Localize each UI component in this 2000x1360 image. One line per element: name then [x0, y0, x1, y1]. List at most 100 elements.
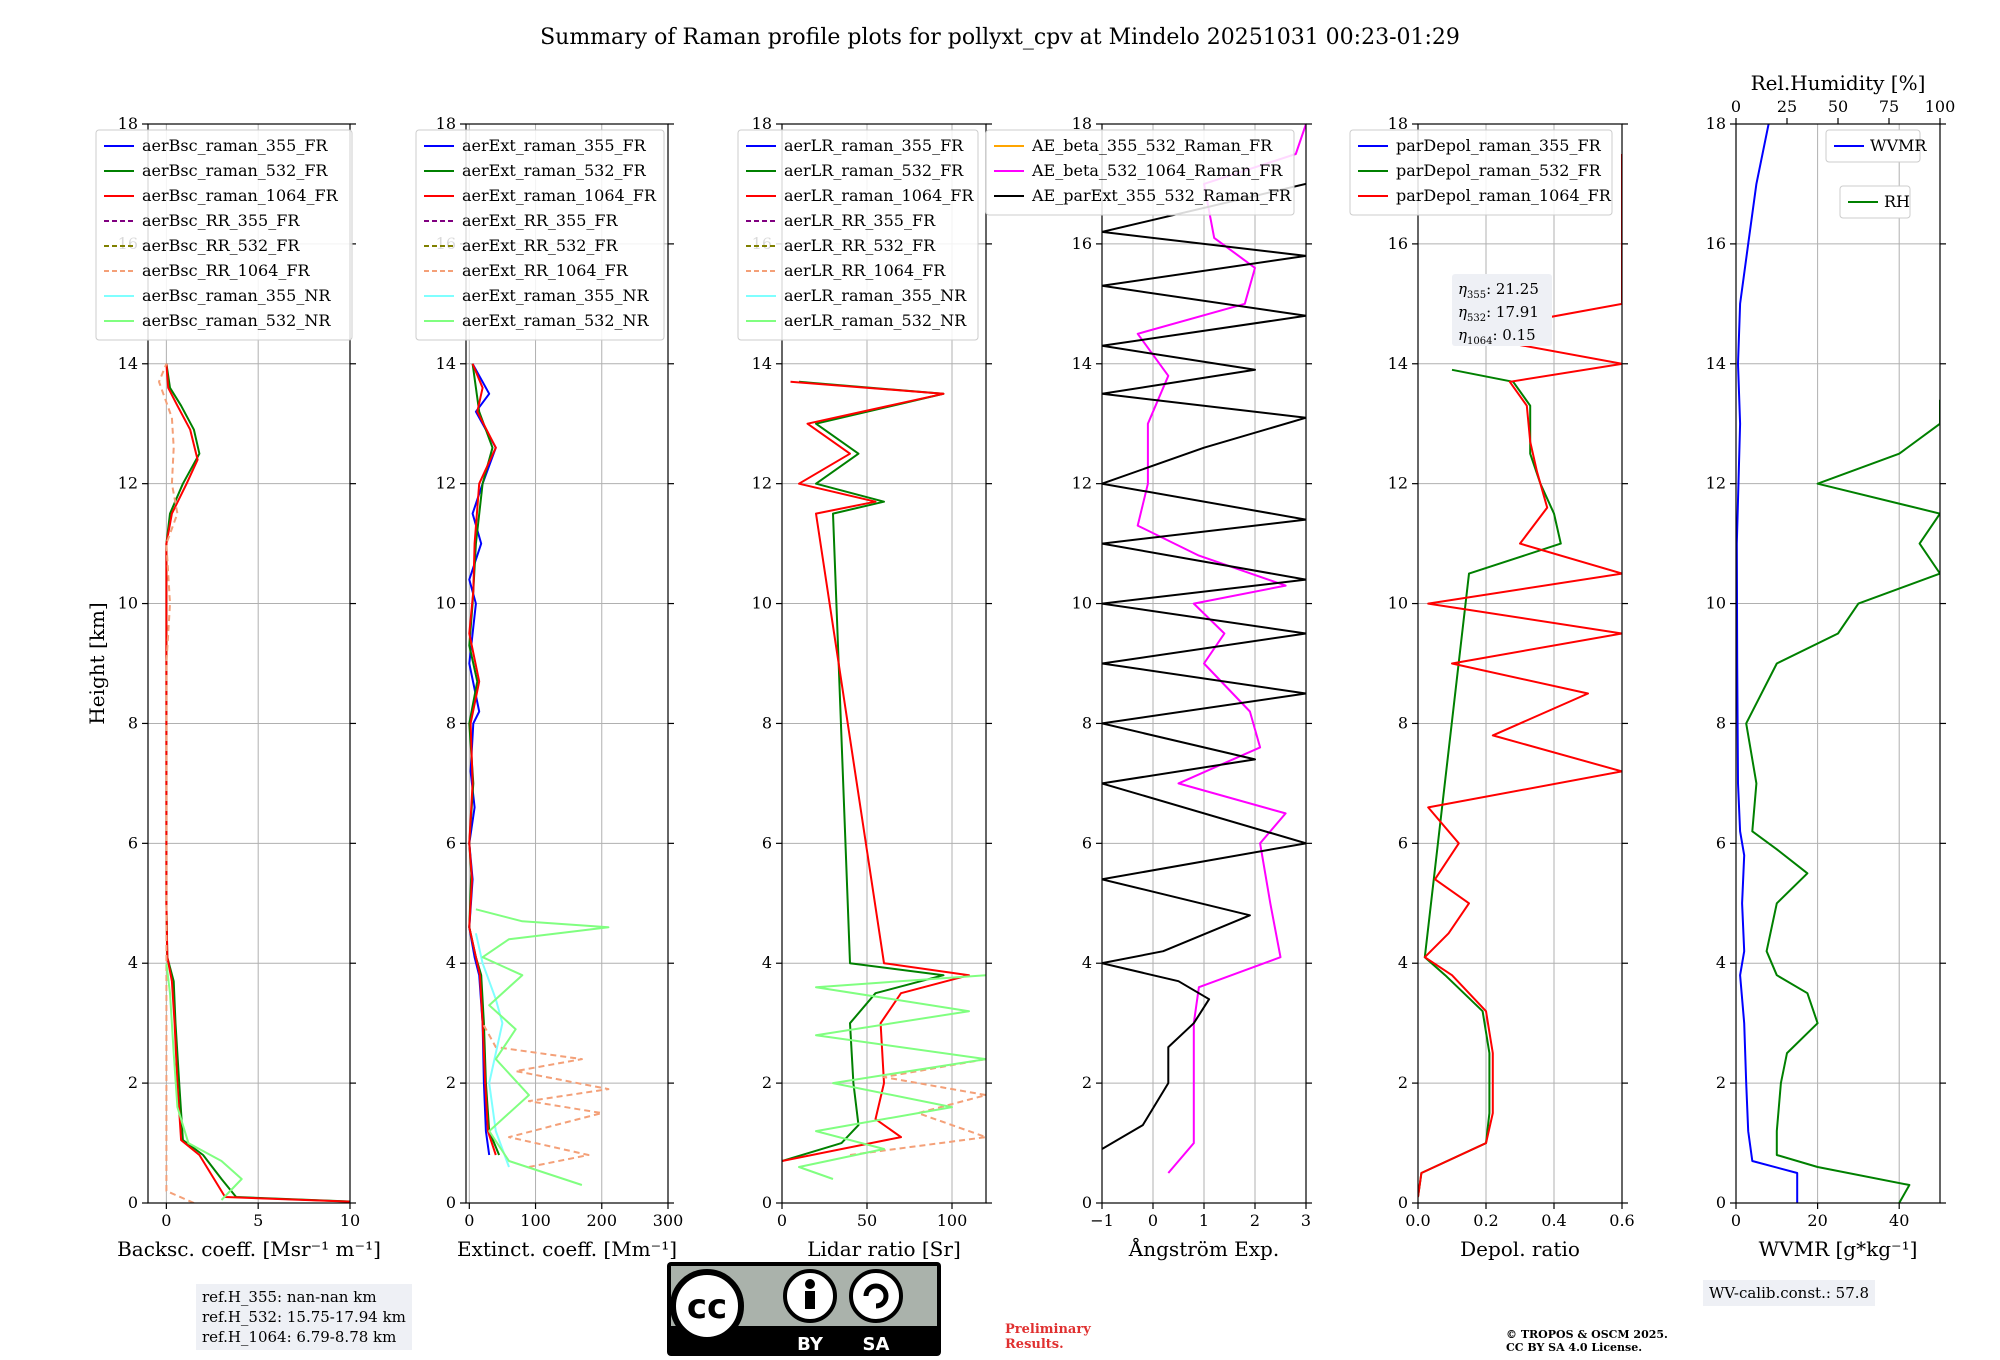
x-tick-label: 3 [1301, 1211, 1311, 1230]
legend-entry: aerBsc_RR_532_FR [142, 236, 300, 255]
series-line-parDepol_raman_532_FR [1418, 368, 1562, 1198]
x-tick-label: 0 [777, 1211, 787, 1230]
y-tick-label: 16 [1072, 234, 1092, 253]
legend-entry: aerBsc_raman_1064_FR [142, 186, 339, 205]
legend-entry: aerBsc_RR_1064_FR [142, 261, 311, 280]
series-group [782, 380, 986, 1180]
y-tick-label: 12 [1706, 474, 1726, 493]
preliminary-line-1: Preliminary [1005, 1322, 1091, 1337]
y-tick-label: 6 [128, 833, 138, 852]
x-axis-label: WVMR [g*kg⁻¹] [1759, 1237, 1918, 1261]
y-tick-label: 4 [446, 953, 456, 972]
series-line-aerExt_raman_1064_FR [468, 363, 497, 1156]
copyright-note: © TROPOS & OSCM 2025. CC BY SA 4.0 Licen… [1506, 1328, 1668, 1354]
axes-frame [1417, 123, 1623, 1204]
y-tick-label: 10 [436, 594, 456, 613]
x-tick-label: 0 [464, 1211, 474, 1230]
copyright-line-2: CC BY SA 4.0 License. [1506, 1341, 1643, 1354]
x-tick-label: 0.6 [1609, 1211, 1634, 1230]
ref-height-1064: ref.H_1064: 6.79-8.78 km [202, 1328, 397, 1346]
y-tick-label: 0 [1716, 1193, 1726, 1212]
reference-height-box: ref.H_355: nan-nan km ref.H_532: 15.75-1… [196, 1284, 412, 1350]
x-tick-label: 40 [1889, 1211, 1909, 1230]
top-tick-label: 50 [1828, 97, 1848, 116]
y-tick-label: 0 [128, 1193, 138, 1212]
series-line-aerLR_raman_532_NR [798, 974, 986, 1180]
series-group [468, 363, 610, 1186]
legend-entry: parDepol_raman_1064_FR [1396, 186, 1612, 205]
x-tick-label: 0 [1148, 1211, 1158, 1230]
y-tick-label: 8 [762, 713, 772, 732]
y-tick-label: 2 [762, 1073, 772, 1092]
x-tick-label: 0.2 [1473, 1211, 1498, 1230]
y-tick-label: 18 [436, 114, 456, 133]
legend-entry: aerLR_RR_1064_FR [784, 261, 946, 280]
chart-panel-lr: 050100024681012141618Lidar ratio [Sr]aer… [737, 114, 992, 1261]
y-tick-label: 4 [1082, 953, 1092, 972]
y-tick-label: 4 [1398, 953, 1408, 972]
y-tick-label: 18 [118, 114, 138, 133]
legend-entry: aerExt_RR_1064_FR [462, 261, 629, 280]
y-tick-label: 8 [1716, 713, 1726, 732]
cc-by-sa-logo: cc BY SA [667, 1262, 941, 1356]
y-tick-label: 14 [118, 354, 138, 373]
y-tick-label: 8 [446, 713, 456, 732]
y-tick-label: 8 [1398, 713, 1408, 732]
y-tick-label: 12 [1388, 474, 1408, 493]
series-line-RH [1745, 399, 1940, 1203]
legend-box [737, 129, 979, 341]
x-axis-label: Depol. ratio [1460, 1237, 1580, 1261]
y-tick-label: 2 [1398, 1073, 1408, 1092]
y-tick-label: 12 [1072, 474, 1092, 493]
cc-logo-text: cc [687, 1287, 727, 1327]
y-tick-label: 14 [1072, 354, 1092, 373]
x-tick-label: 200 [586, 1211, 617, 1230]
series-line-aerLR_RR_1064_FR [849, 1058, 986, 1156]
legend-entry: RH [1884, 192, 1910, 211]
chart-panels: 0510024681012141618Backsc. coeff. [Msr⁻¹… [85, 71, 1955, 1261]
y-tick-label: 6 [1082, 833, 1092, 852]
figure-title: Summary of Raman profile plots for polly… [540, 25, 1460, 50]
legend-entry: aerExt_raman_355_NR [462, 286, 650, 305]
eta-box [1452, 274, 1552, 346]
y-tick-label: 8 [128, 713, 138, 732]
series-line-AE_beta_532_1064_Raman_FR [1136, 124, 1306, 1174]
y-tick-label: 10 [1072, 594, 1092, 613]
legend-box [985, 129, 1295, 216]
y-tick-label: 14 [436, 354, 456, 373]
legend-entry: aerExt_raman_532_FR [462, 161, 647, 180]
y-tick-label: 10 [118, 594, 138, 613]
y-tick-label: 16 [1706, 234, 1726, 253]
y-tick-label: 10 [1706, 594, 1726, 613]
series-line-WVMR [1736, 124, 1799, 1203]
series-group [1418, 154, 1622, 1198]
preliminary-line-2: Results. [1005, 1337, 1064, 1352]
x-tick-label: 10 [340, 1211, 360, 1230]
y-tick-label: 18 [1072, 114, 1092, 133]
series-group [158, 363, 350, 1203]
chart-panel-ext: 0100200300024681012141618Extinct. coeff.… [415, 114, 683, 1261]
eta-entry: η1064: 0.15 [1458, 326, 1536, 347]
y-tick-label: 0 [446, 1193, 456, 1212]
series-line-parDepol_raman_1064_FR [1418, 154, 1622, 1198]
series-line-aerBsc_raman_532_FR [165, 363, 350, 1203]
wv-calib-text: WV-calib.const.: 57.8 [1709, 1284, 1870, 1302]
legend-entry: aerExt_raman_532_NR [462, 311, 650, 330]
preliminary-note: Preliminary Results. [1005, 1322, 1091, 1352]
legend-entry: AE_beta_532_1064_Raman_FR [1031, 161, 1283, 180]
legend-entry: WVMR [1870, 136, 1927, 155]
y-tick-label: 2 [128, 1073, 138, 1092]
y-tick-label: 14 [1706, 354, 1726, 373]
y-tick-label: 2 [446, 1073, 456, 1092]
series-group [1736, 124, 1940, 1203]
y-tick-label: 10 [1388, 594, 1408, 613]
legend-entry: AE_parExt_355_532_Raman_FR [1031, 186, 1292, 205]
chart-panel-wv: 0 20 40 0 2 4 6 8 10 12 14 16 18 WVMR [g*kg⁻¹] 0 25 50 75… [1706, 71, 1956, 1261]
legend-box [1349, 129, 1613, 216]
y-tick-label: 12 [436, 474, 456, 493]
eta-entry: η355: 21.25 [1458, 280, 1539, 301]
series-group [1102, 124, 1306, 1174]
cc-sa-text: SA [863, 1334, 890, 1355]
legend-entry: aerExt_RR_532_FR [462, 236, 619, 255]
chart-panel-bsc: 0510024681012141618Backsc. coeff. [Msr⁻¹… [85, 114, 381, 1261]
